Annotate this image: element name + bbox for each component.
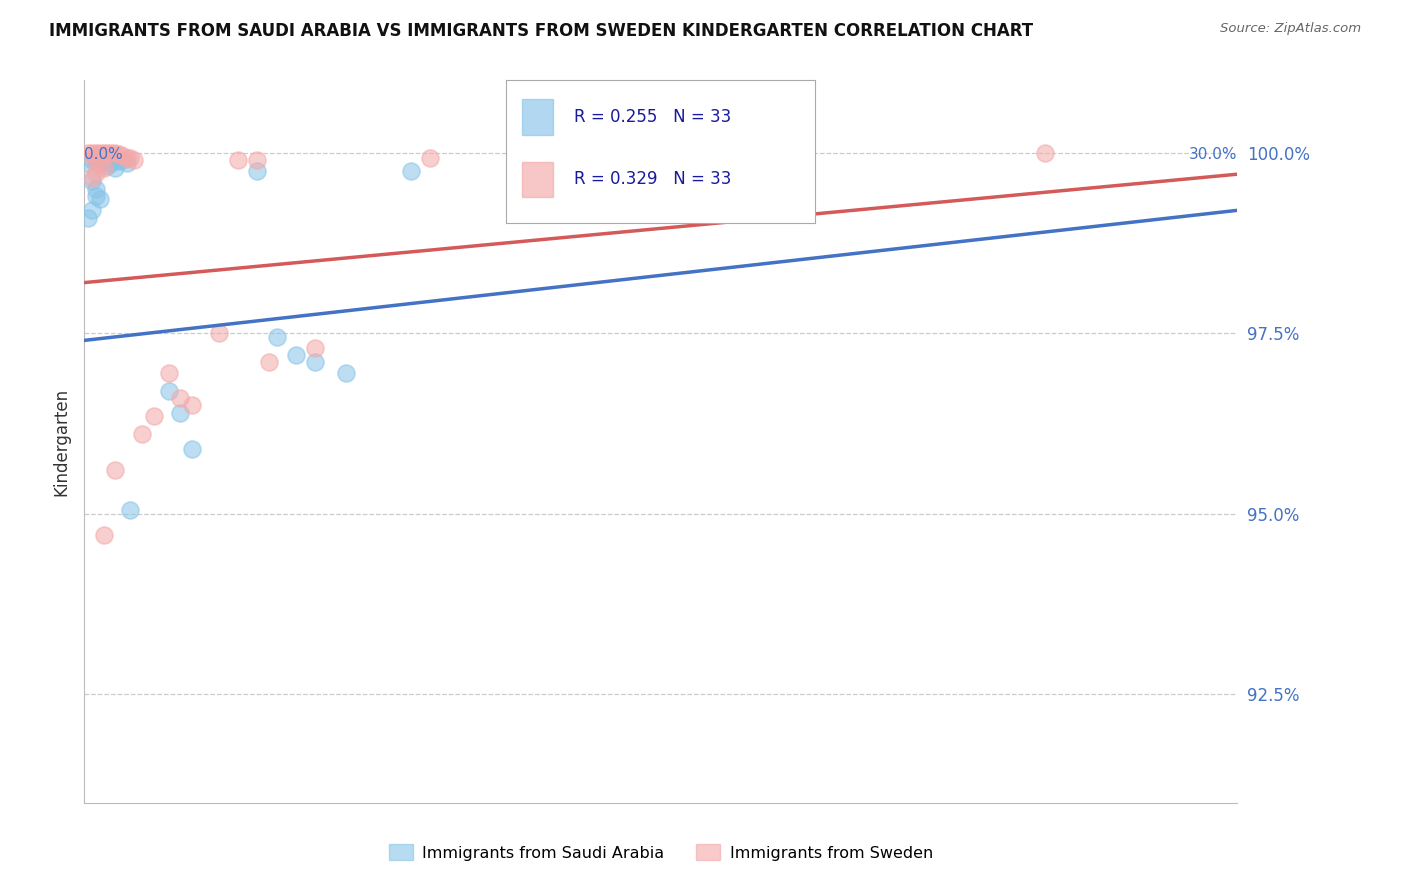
Point	[104, 153, 127, 167]
Point	[77, 145, 100, 160]
Point	[84, 166, 107, 180]
Text: 0.0%: 0.0%	[84, 147, 124, 161]
Text: R = 0.329   N = 33: R = 0.329 N = 33	[574, 170, 731, 188]
Point	[89, 145, 111, 160]
Point	[100, 145, 122, 160]
Point	[131, 427, 153, 442]
Point	[80, 153, 103, 167]
Point	[181, 442, 204, 456]
Point	[1033, 145, 1056, 160]
Point	[93, 145, 115, 160]
Point	[80, 174, 103, 188]
Text: IMMIGRANTS FROM SAUDI ARABIA VS IMMIGRANTS FROM SWEDEN KINDERGARTEN CORRELATION : IMMIGRANTS FROM SAUDI ARABIA VS IMMIGRAN…	[49, 22, 1033, 40]
Point	[80, 203, 103, 218]
Point	[208, 326, 231, 340]
Point	[84, 189, 107, 203]
Text: Source: ZipAtlas.com: Source: ZipAtlas.com	[1220, 22, 1361, 36]
Point	[181, 398, 204, 412]
Point	[84, 149, 107, 163]
Point	[100, 151, 122, 165]
Point	[96, 145, 118, 160]
Text: R = 0.255   N = 33: R = 0.255 N = 33	[574, 108, 731, 126]
Point	[246, 153, 269, 167]
Point	[111, 149, 134, 163]
Text: 30.0%: 30.0%	[1189, 147, 1237, 161]
Point	[419, 151, 441, 165]
Point	[108, 147, 131, 161]
Point	[124, 153, 146, 167]
Point	[111, 153, 134, 167]
Point	[120, 503, 142, 517]
Point	[89, 159, 111, 173]
Point	[169, 406, 191, 420]
Point	[115, 156, 138, 170]
Point	[104, 161, 127, 176]
Y-axis label: Kindergarten: Kindergarten	[52, 387, 70, 496]
Point	[257, 355, 280, 369]
Point	[80, 145, 103, 160]
Point	[157, 366, 180, 380]
Point	[93, 154, 115, 169]
Legend: Immigrants from Saudi Arabia, Immigrants from Sweden: Immigrants from Saudi Arabia, Immigrants…	[382, 838, 939, 867]
Point	[84, 154, 107, 169]
Point	[96, 159, 118, 173]
Point	[142, 409, 165, 424]
Point	[157, 384, 180, 398]
Point	[104, 145, 127, 160]
Point	[115, 151, 138, 165]
Point	[100, 156, 122, 170]
Point	[77, 156, 100, 170]
Point	[77, 211, 100, 225]
Bar	[522, 99, 553, 135]
Bar	[522, 161, 553, 197]
Point	[93, 528, 115, 542]
Point	[399, 163, 422, 178]
Point	[304, 355, 326, 369]
Point	[89, 156, 111, 170]
Point	[304, 341, 326, 355]
Point	[120, 151, 142, 165]
Point	[169, 391, 191, 405]
Point	[226, 153, 249, 167]
Point	[84, 145, 107, 160]
Point	[96, 153, 118, 167]
Point	[246, 163, 269, 178]
Point	[108, 154, 131, 169]
Point	[688, 145, 710, 160]
Point	[93, 161, 115, 176]
Point	[93, 149, 115, 163]
Point	[89, 151, 111, 165]
Point	[84, 154, 107, 169]
Point	[104, 463, 127, 477]
Point	[284, 348, 307, 362]
Point	[89, 193, 111, 207]
Point	[266, 330, 288, 344]
Point	[335, 366, 357, 380]
Point	[84, 181, 107, 195]
Point	[80, 170, 103, 185]
